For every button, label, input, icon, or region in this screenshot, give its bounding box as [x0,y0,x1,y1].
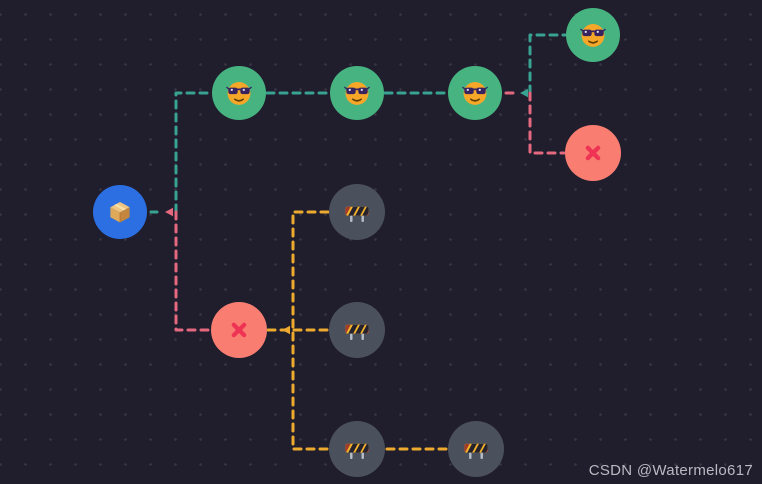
cool-face-icon [342,78,372,108]
cross-icon [224,315,254,345]
edge-pink-dashed [174,210,212,332]
cross-icon [578,138,608,168]
node-start[interactable] [93,185,147,239]
edge-teal-dashed [528,33,567,95]
node-fulfilled-1[interactable] [212,66,266,120]
watermark: CSDN @Watermelo617 [588,462,753,479]
arrowhead-icon [165,207,173,217]
package-icon [106,198,134,226]
edge-yellow-dashed [291,210,330,451]
cool-face-icon [578,20,608,50]
arrowhead-icon [520,88,528,98]
node-pending-4[interactable] [448,421,504,477]
cool-face-icon [224,78,254,108]
node-pending-2[interactable] [329,302,385,358]
node-rejected-1[interactable] [565,125,621,181]
node-rejected-2[interactable] [211,302,267,358]
edge-teal-dashed [174,91,213,214]
node-fulfilled-3[interactable] [448,66,502,120]
barrier-icon [342,434,372,464]
node-fulfilled-4[interactable] [566,8,620,62]
barrier-icon [342,315,372,345]
arrowhead-icon [282,325,290,335]
barrier-icon [342,197,372,227]
node-fulfilled-2[interactable] [330,66,384,120]
cool-face-icon [460,78,490,108]
barrier-icon [461,434,491,464]
edge-pink-dashed [528,91,566,155]
node-pending-3[interactable] [329,421,385,477]
node-pending-1[interactable] [329,184,385,240]
